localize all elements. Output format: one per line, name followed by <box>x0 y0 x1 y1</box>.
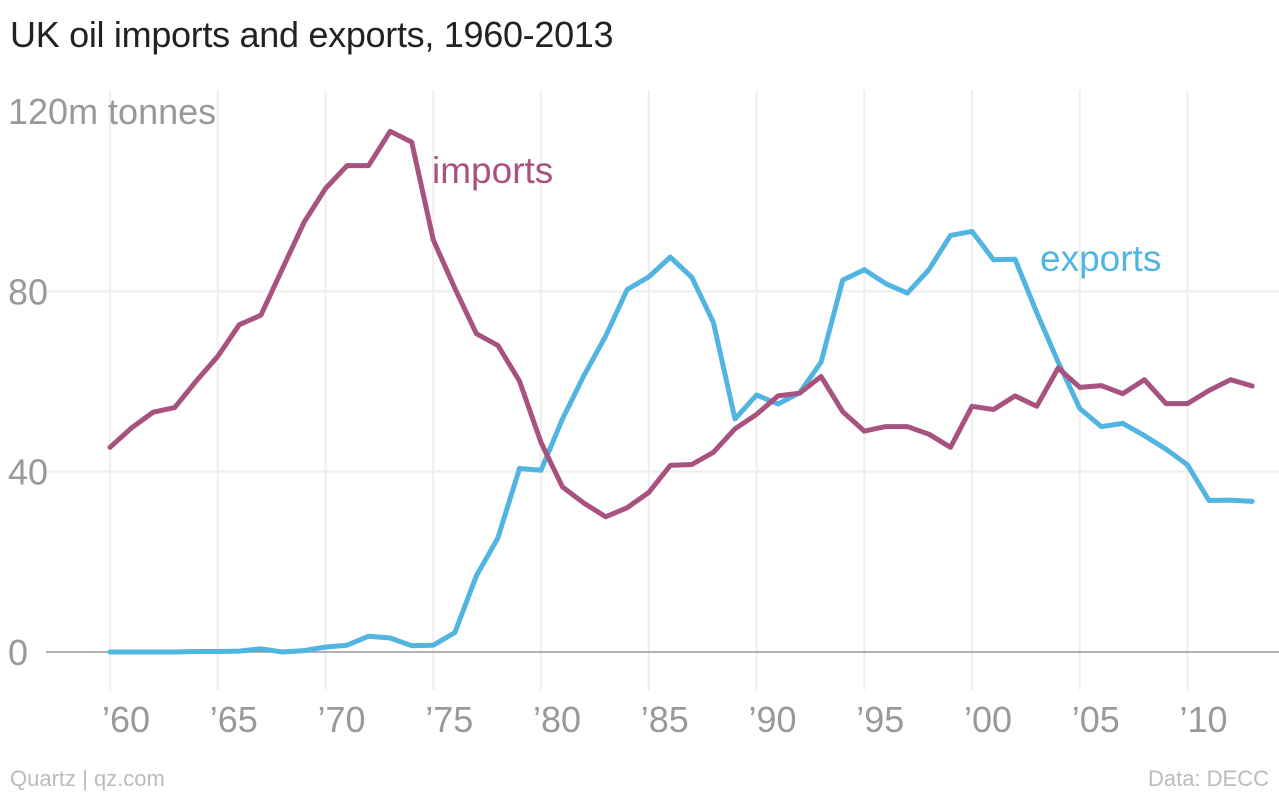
x-tick-label: ’80 <box>533 699 581 740</box>
x-axis-ticks: ’60 ’65 ’70 ’75 ’80 ’85 ’90 ’95 ’00 ’05 ’10 <box>102 699 1228 740</box>
x-tick-label: ’65 <box>210 699 258 740</box>
gridlines <box>46 90 1279 690</box>
exports-series-label: exports <box>1040 238 1161 279</box>
data-source: Data: DECC <box>1147 766 1269 791</box>
y-axis-ticks: 120m tonnes 80 40 0 <box>8 91 216 673</box>
x-tick-label: ’90 <box>749 699 797 740</box>
imports-series-line <box>107 128 1255 520</box>
y-tick-label: 40 <box>8 452 48 493</box>
y-tick-label: 0 <box>8 632 28 673</box>
source-credit: Quartz | qz.com <box>10 766 165 791</box>
series-lines <box>107 128 1255 655</box>
x-tick-label: ’05 <box>1072 699 1120 740</box>
x-tick-label: ’70 <box>318 699 366 740</box>
imports-series-label: imports <box>432 150 553 191</box>
x-tick-label: ’60 <box>102 699 150 740</box>
exports-series-line <box>107 228 1255 655</box>
y-tick-label: 120m tonnes <box>8 91 216 132</box>
x-tick-label: ’95 <box>856 699 904 740</box>
x-tick-label: ’10 <box>1180 699 1228 740</box>
x-tick-label: ’00 <box>964 699 1012 740</box>
x-tick-label: ’75 <box>425 699 473 740</box>
x-tick-label: ’85 <box>641 699 689 740</box>
y-tick-label: 80 <box>8 271 48 312</box>
chart-title: UK oil imports and exports, 1960-2013 <box>10 14 614 55</box>
